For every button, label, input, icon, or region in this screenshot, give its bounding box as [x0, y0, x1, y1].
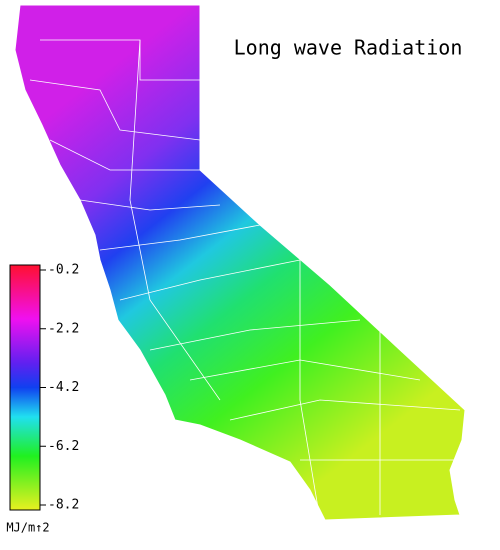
map-title: Long wave Radiation	[234, 36, 463, 60]
colorbar-tick-label: -6.2	[48, 439, 79, 454]
colorbar-unit: MJ/m↑2	[6, 521, 49, 535]
colorbar-tick-label: -8.2	[48, 498, 79, 513]
colorbar-tick-label: -0.2	[48, 263, 79, 278]
state-outline	[14, 4, 466, 521]
colorbar-tick-label: -2.2	[48, 321, 79, 336]
colorbar	[9, 264, 41, 511]
county-lines	[29, 39, 461, 521]
colorbar-tick-label: -4.2	[48, 380, 79, 395]
